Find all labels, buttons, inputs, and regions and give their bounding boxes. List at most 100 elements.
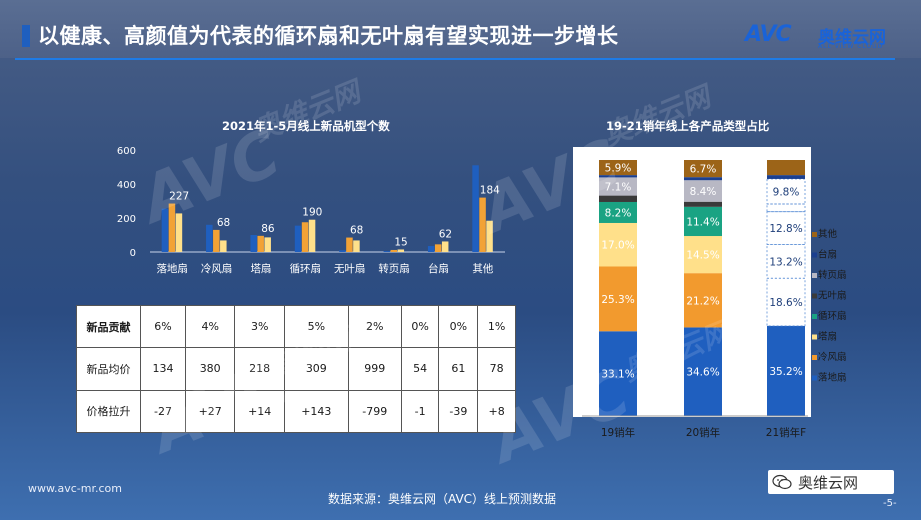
bar xyxy=(353,240,360,252)
legend-label: 转页扇 xyxy=(818,269,847,281)
table-cell: +143 xyxy=(283,389,349,434)
x-tick-label: 19销年 xyxy=(601,426,635,439)
bar xyxy=(301,222,309,252)
bar xyxy=(264,237,271,252)
bar xyxy=(339,250,346,252)
avc-logo: AVC 奥维云网 ALL VIEW CLOUD xyxy=(745,22,905,52)
table-cell: -27 xyxy=(140,389,186,434)
x-tick-label: 塔扇 xyxy=(250,262,271,275)
legend-swatch xyxy=(812,232,817,237)
page-number: -5- xyxy=(883,498,897,509)
wechat-icon xyxy=(772,474,792,490)
y-tick-label: 600 xyxy=(117,146,136,157)
table-row: 新品贡献 6% 4% 3% 5% 2% 0% 0% 1% xyxy=(76,304,516,349)
y-tick-label: 0 xyxy=(130,248,136,259)
data-label: 68 xyxy=(217,217,230,229)
table-row: 价格拉升 -27 +27 +14 +143 -799 -1 -39 +8 xyxy=(76,389,516,434)
row-header: 新品贡献 xyxy=(76,304,141,349)
table-cell: -799 xyxy=(347,389,402,434)
table-cell: 4% xyxy=(184,304,236,349)
data-label: 62 xyxy=(439,228,452,240)
bar xyxy=(206,224,213,252)
legend-label: 塔扇 xyxy=(818,331,837,343)
table-cell: 0% xyxy=(400,304,440,349)
x-tick-label: 冷风扇 xyxy=(201,262,233,275)
x-tick-label: 台扇 xyxy=(428,262,449,275)
bar xyxy=(397,249,405,252)
legend-swatch xyxy=(812,355,817,360)
bar xyxy=(168,203,176,252)
bar xyxy=(479,197,486,252)
bar xyxy=(472,165,479,252)
data-label: 227 xyxy=(169,191,189,203)
table-cell: 309 xyxy=(283,347,349,391)
watermark-cn: 奥维云网 xyxy=(598,80,715,153)
table-cell: +27 xyxy=(184,389,236,434)
bar xyxy=(346,237,353,252)
legend-label: 冷风扇 xyxy=(818,351,847,363)
stacked-chart-panel xyxy=(573,147,811,417)
table-cell: 134 xyxy=(140,347,186,391)
data-label: 86 xyxy=(261,223,275,235)
bar xyxy=(383,251,391,252)
table-cell: 2% xyxy=(347,304,402,349)
logo-sub: ALL VIEW CLOUD xyxy=(818,43,884,50)
table-cell: 5% xyxy=(283,304,349,349)
footer-website: www.avc-mr.com xyxy=(28,482,122,495)
bar xyxy=(250,235,257,252)
y-tick-label: 400 xyxy=(117,180,136,191)
table-cell: 1% xyxy=(477,304,516,349)
x-tick-label: 无叶扇 xyxy=(334,262,366,275)
bar xyxy=(427,246,435,252)
table-cell: 3% xyxy=(234,304,285,349)
data-label: 68 xyxy=(350,225,363,237)
bar xyxy=(434,244,442,252)
legend-label: 循环扇 xyxy=(818,310,847,322)
header-band xyxy=(0,0,921,58)
header-divider xyxy=(15,58,895,60)
page-title: 以健康、高颜值为代表的循环扇和无叶扇有望实现进一步增长 xyxy=(38,24,619,48)
y-tick-label: 200 xyxy=(117,214,136,225)
watermark-cn: 奥维云网 xyxy=(248,75,365,148)
row-header: 新品均价 xyxy=(76,347,141,391)
legend-swatch xyxy=(812,375,817,381)
table-cell: 6% xyxy=(140,304,186,349)
table-cell: -1 xyxy=(400,389,440,434)
logo-brand: AVC xyxy=(745,22,792,47)
bar xyxy=(294,225,302,252)
legend-swatch xyxy=(812,334,817,340)
title-accent xyxy=(22,25,30,47)
new-product-table: 新品贡献 6% 4% 3% 5% 2% 0% 0% 1% 新品均价 134 38… xyxy=(76,304,516,434)
legend-swatch xyxy=(812,314,817,319)
bar xyxy=(175,213,183,252)
data-label: 190 xyxy=(302,207,322,219)
legend-swatch xyxy=(812,252,817,258)
bar xyxy=(213,229,220,252)
bar xyxy=(220,240,227,252)
watermark-brand: AVC xyxy=(131,116,291,238)
logo-cn: 奥维云网 xyxy=(818,28,886,48)
bar xyxy=(257,235,264,252)
legend-label: 其他 xyxy=(818,228,838,240)
bar-chart-title: 2021年1-5月线上新品机型个数 xyxy=(222,119,390,133)
table-cell: 61 xyxy=(438,347,479,391)
data-label: 184 xyxy=(480,185,500,197)
bar xyxy=(441,241,449,252)
table-row: 新品均价 134 380 218 309 999 54 61 78 xyxy=(76,347,516,391)
legend-label: 落地扇 xyxy=(818,372,847,384)
table-cell: 54 xyxy=(400,347,440,391)
x-tick-label: 转页扇 xyxy=(378,262,410,275)
table-cell: -39 xyxy=(438,389,479,434)
x-tick-label: 21销年F xyxy=(766,426,806,439)
x-tick-label: 其他 xyxy=(472,262,493,275)
data-label: 15 xyxy=(394,236,407,248)
legend-label: 台扇 xyxy=(818,249,837,261)
bar xyxy=(161,208,169,252)
legend-swatch xyxy=(812,293,817,299)
legend-label: 无叶扇 xyxy=(818,290,847,302)
x-tick-label: 落地扇 xyxy=(156,262,188,275)
table-cell: 999 xyxy=(347,347,402,391)
table-cell: +14 xyxy=(234,389,285,434)
row-header: 价格拉升 xyxy=(76,389,141,434)
wechat-label: 奥维云网 xyxy=(798,474,859,492)
